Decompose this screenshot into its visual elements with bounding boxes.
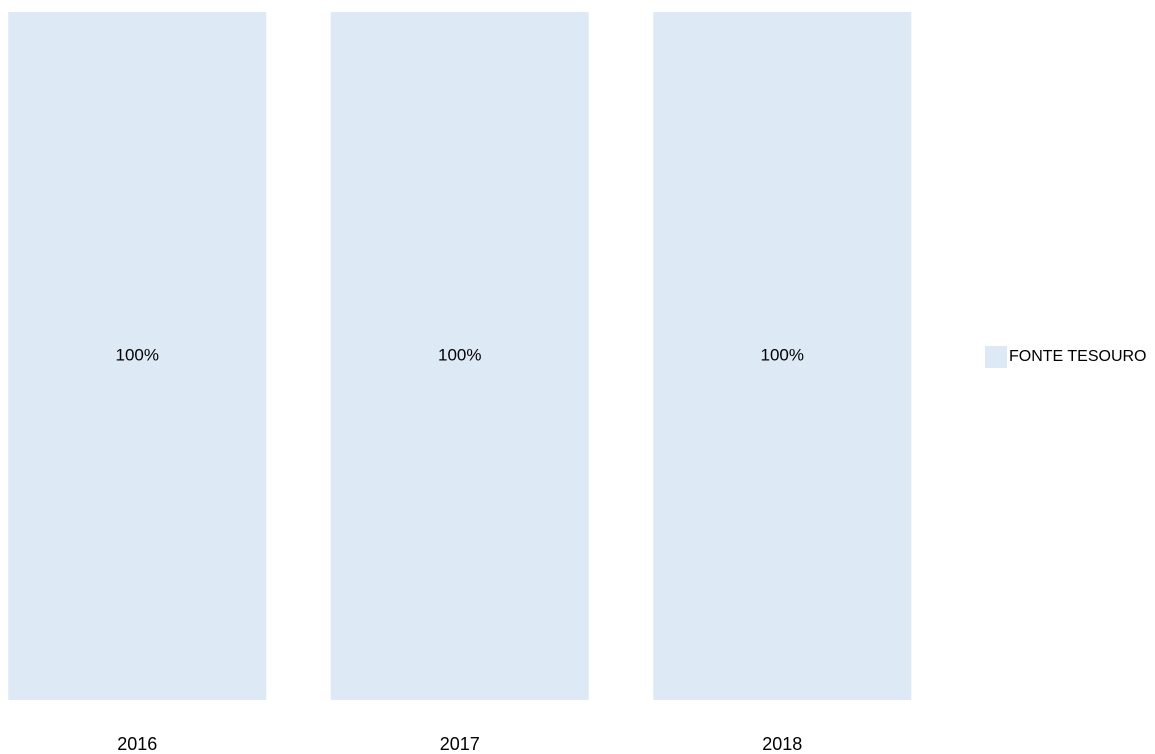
x-tick-label: 2018 [762, 734, 802, 754]
data-label: 100% [438, 345, 481, 364]
data-label: 100% [761, 345, 804, 364]
bar-segment [653, 12, 912, 700]
legend-label: FONTE TESOURO [1009, 348, 1147, 365]
x-tick-label: 2016 [117, 734, 157, 754]
x-tick-label: 2017 [440, 734, 480, 754]
legend-swatch [985, 346, 1007, 368]
bar-segment [8, 12, 267, 700]
data-label: 100% [116, 345, 159, 364]
bar-segment [330, 12, 589, 700]
